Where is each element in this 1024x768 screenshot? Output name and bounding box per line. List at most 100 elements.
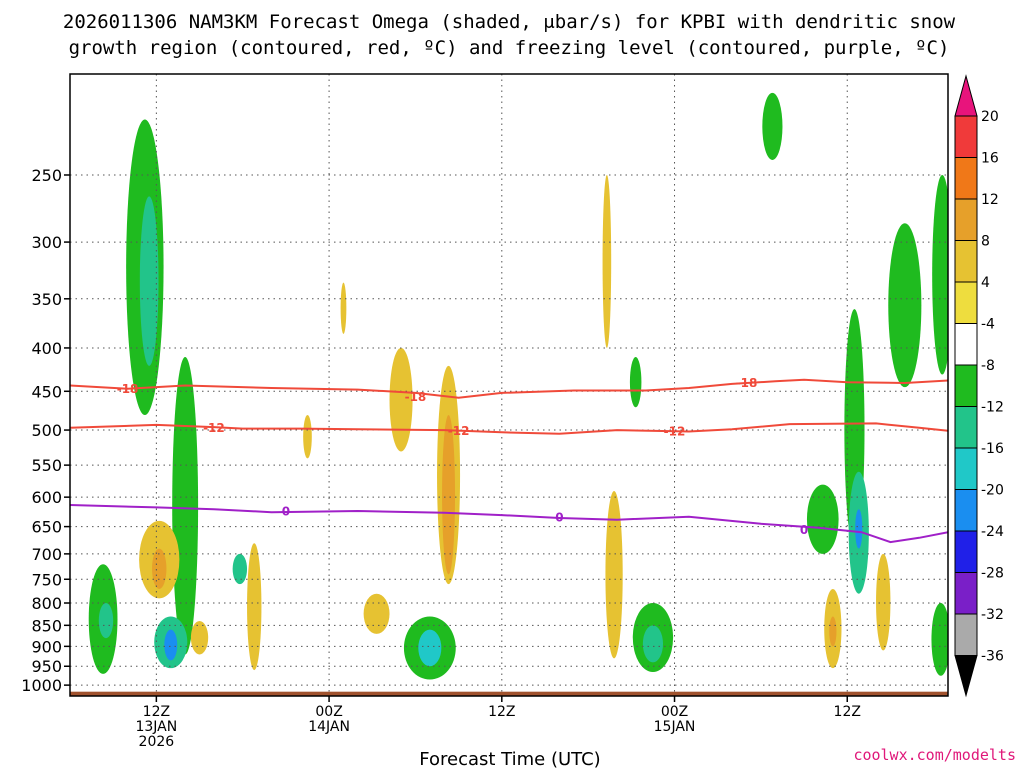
colorbar-label: -32 <box>981 607 1004 623</box>
omega-region <box>829 616 837 647</box>
colorbar-bin <box>954 364 978 407</box>
colorbar-label: -4 <box>981 317 995 333</box>
omega-region <box>442 415 456 575</box>
contour-label: -12 <box>664 425 686 439</box>
y-tick-label: 750 <box>31 570 62 589</box>
x-tick-label: 12Z <box>488 704 515 720</box>
colorbar-bin <box>954 572 978 615</box>
omega-region <box>190 620 209 655</box>
y-tick-label: 700 <box>31 545 62 564</box>
contour-label: -12 <box>203 421 225 435</box>
colorbar-label: -12 <box>981 400 1004 416</box>
colorbar-bin <box>954 281 978 324</box>
y-tick-label: 850 <box>31 616 62 635</box>
x-axis-label: Forecast Time (UTC) <box>419 749 600 768</box>
omega-region <box>605 490 623 659</box>
contour-label: -18 <box>117 382 139 396</box>
omega-region <box>642 625 664 663</box>
omega-region <box>762 92 783 160</box>
x-tick-label: 00Z <box>315 704 342 720</box>
contour-lines: -18 -18 -18 -12 -12 -12 0 0 0 <box>70 376 948 544</box>
y-tick-label: 900 <box>31 637 62 656</box>
y-tick-label: 600 <box>31 488 62 507</box>
omega-region <box>232 553 248 585</box>
colorbar-bin <box>954 323 978 366</box>
contour--18 <box>70 378 948 399</box>
omega-region <box>152 548 167 589</box>
omega-region <box>629 357 642 408</box>
x-tick-label: 00Z <box>661 704 688 720</box>
y-tick-label: 550 <box>31 456 62 475</box>
colorbar-bin <box>954 489 978 532</box>
y-tick-label: 300 <box>31 233 62 252</box>
colorbar-bin <box>954 157 978 200</box>
omega-region <box>931 603 948 676</box>
contour-label: -18 <box>405 390 427 404</box>
colorbar-bin <box>954 198 978 241</box>
contour-label: -18 <box>736 376 758 390</box>
plot-frame <box>69 73 949 697</box>
omega-region <box>139 196 159 366</box>
colorbar-label: 8 <box>981 234 990 250</box>
x-tick-label: 15JAN <box>654 719 696 735</box>
x-tick-label: 13JAN <box>135 719 177 735</box>
y-tick-label: 650 <box>31 518 62 537</box>
omega-region <box>876 553 891 651</box>
chart-title-line2: growth region (contoured, red, ºC) and f… <box>69 37 950 59</box>
terrain-fill <box>70 691 948 696</box>
colorbar-bin <box>954 115 978 158</box>
terrain <box>70 691 948 696</box>
colorbar-label: 4 <box>981 275 990 291</box>
colorbar-bin <box>954 240 978 283</box>
colorbar-bin <box>954 613 978 656</box>
colorbar-label: -28 <box>981 566 1004 582</box>
omega-region <box>303 415 312 459</box>
y-axis: 250 300 350 400 450 500 550 600 650 700 750 800 850 9… <box>21 166 70 695</box>
colorbar-label: -20 <box>981 483 1004 499</box>
y-tick-label: 250 <box>31 166 62 185</box>
colorbar-label: -8 <box>981 358 995 374</box>
omega-region <box>172 357 199 655</box>
omega-region <box>855 509 863 549</box>
omega-region <box>363 593 390 634</box>
omega-region <box>418 629 442 667</box>
x-tick-label: 12Z <box>143 704 170 720</box>
colorbar-label: 20 <box>981 109 999 125</box>
y-tick-label: 1000 <box>21 676 62 695</box>
colorbar: 20 16 12 8 4 -4 -8 -12 -16 -20 -24 -28 -32 -36 <box>954 74 1004 698</box>
y-tick-label: 400 <box>31 339 62 358</box>
y-tick-label: 350 <box>31 290 62 309</box>
contour-label: 0 <box>555 510 563 524</box>
omega-region <box>98 603 114 639</box>
colorbar-bin <box>954 530 978 573</box>
omega-region <box>888 223 922 388</box>
contour-label: -12 <box>448 424 470 438</box>
colorbar-bin <box>954 447 978 490</box>
omega-region <box>932 175 948 375</box>
colorbar-label: 12 <box>981 192 999 208</box>
omega-region <box>806 484 839 554</box>
contour-0 <box>70 504 948 544</box>
contour-label: 0 <box>800 523 808 537</box>
x-tick-label: 14JAN <box>308 719 350 735</box>
omega-region <box>602 174 612 348</box>
omega-region <box>247 543 262 671</box>
x-tick-label: 2026 <box>139 734 175 750</box>
omega-region <box>389 347 413 452</box>
contour-label: 0 <box>282 505 290 519</box>
chart-title-line1: 2026011306 NAM3KM Forecast Omega (shaded… <box>63 11 956 33</box>
colorbar-top-arrow <box>954 74 978 117</box>
colorbar-label: -16 <box>981 441 1004 457</box>
colorbar-bin <box>954 406 978 449</box>
x-tick-label: 12Z <box>834 704 861 720</box>
colorbar-label: -24 <box>981 524 1004 540</box>
colorbar-label: -36 <box>981 649 1004 665</box>
colorbar-label: 16 <box>981 151 999 167</box>
y-tick-label: 450 <box>31 382 62 401</box>
y-tick-label: 950 <box>31 657 62 676</box>
y-tick-label: 800 <box>31 594 62 613</box>
y-tick-label: 500 <box>31 421 62 440</box>
omega-region <box>340 282 347 334</box>
